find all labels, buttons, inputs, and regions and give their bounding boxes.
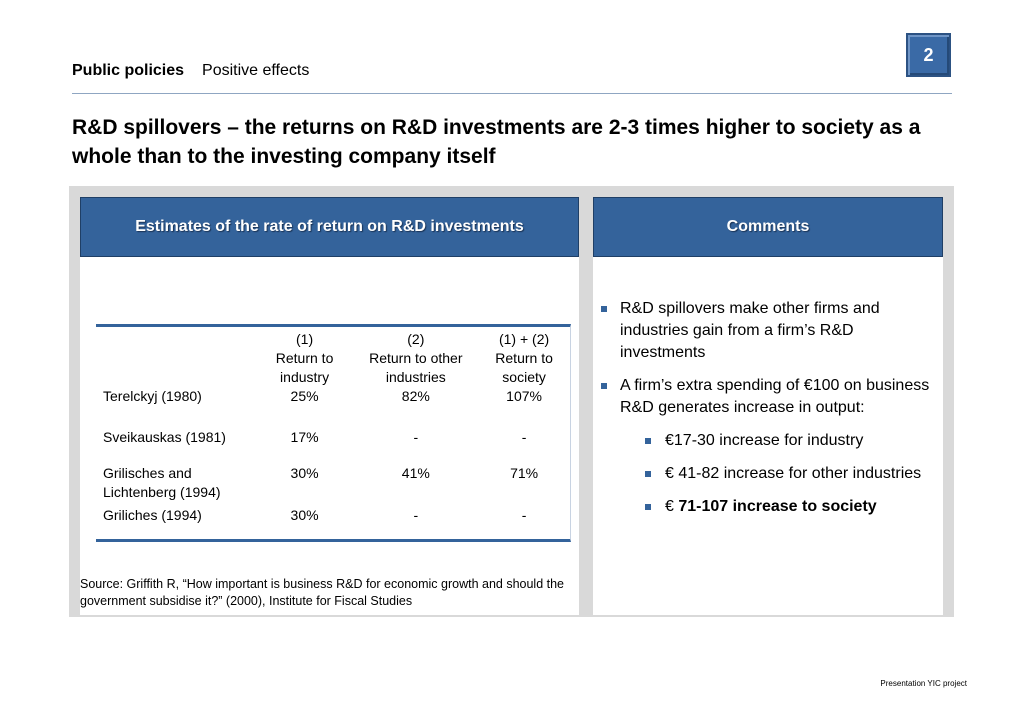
table-row: Terelckyj (1980) 25% 82% 107% [96,387,570,428]
row-return-industry: 30% [290,507,319,523]
row-return-other: 82% [401,388,430,404]
col-header-society: (1) + (2) Return to society [478,327,570,387]
estimates-panel: Estimates of the rate of return on R&D i… [80,197,579,615]
list-item: A firm’s extra spending of €100 on busin… [601,375,941,419]
col-header-line: society [502,369,546,385]
source-note: Source: Griffith R, “How important is bu… [80,577,565,608]
comments-list: R&D spillovers make other firms and indu… [601,298,941,529]
row-return-society: 71% [510,465,539,481]
row-return-industry: 25% [290,388,319,404]
table-row: Grilisches and Lichtenberg (1994) 30% 41… [96,464,570,506]
slide-title: R&D spillovers – the returns on R&D inve… [72,116,921,168]
sub-bullet-text: €17-30 increase for industry [665,432,864,449]
table-header-row: (1) Return to industry (2) Return to oth… [96,327,570,387]
estimates-panel-heading: Estimates of the rate of return on R&D i… [80,197,579,257]
col-header-line: Return to [495,350,553,366]
bullet-square-icon [601,383,607,389]
table-row: Griliches (1994) 30% - - [96,506,570,525]
col-header-line: industry [280,369,330,385]
row-return-industry: 30% [290,465,319,481]
row-study-name: Sveikauskas (1981) [103,429,226,445]
header-divider [72,93,952,94]
comments-panel-heading: Comments [593,197,943,257]
bullet-square-icon [601,306,607,312]
table-header-empty [96,327,256,387]
bullet-square-icon [645,438,651,444]
row-return-society: 107% [506,388,542,404]
row-return-other: - [413,507,419,523]
col-header-other-industries: (2) Return to other industries [353,327,478,387]
col-header-line: Return to [275,350,334,366]
bullet-text: R&D spillovers make other firms and indu… [620,300,880,361]
col-header-line: (2) [407,331,425,347]
col-header-industry: (1) Return to industry [256,327,354,387]
returns-table: (1) Return to industry (2) Return to oth… [96,324,571,542]
page-number-badge: 2 [906,33,951,77]
comments-panel: Comments R&D spillovers make other firms… [593,197,943,615]
row-return-society: - [521,507,527,523]
list-item: € 71-107 increase to society [645,496,941,518]
list-item: R&D spillovers make other firms and indu… [601,298,941,364]
sub-bullet-prefix: € [665,498,679,515]
row-study-name: Griliches (1994) [103,507,202,523]
bullet-text: A firm’s extra spending of €100 on busin… [620,377,930,416]
col-header-line: Return to other [369,350,463,366]
bullet-square-icon [645,504,651,510]
row-return-other: 41% [401,465,430,481]
row-study-name: Grilisches and Lichtenberg (1994) [103,465,221,500]
row-return-industry: 17% [290,429,319,445]
row-return-society: - [521,429,527,445]
list-item: € 41-82 increase for other industries [645,463,941,485]
section-title: Public policies [72,62,185,79]
header-breadcrumb: Public policies Positive effects [72,62,309,80]
subsection-title: Positive effects [202,62,310,79]
sub-bullet-highlight: 71-107 increase to society [678,498,877,515]
bullet-square-icon [645,471,651,477]
col-header-line: industries [385,369,446,385]
sub-bullet-text: € 41-82 increase for other industries [665,465,922,482]
footer-text: Presentation YIC project [880,679,967,688]
row-study-name: Terelckyj (1980) [103,388,202,404]
col-header-line: (1) [296,331,314,347]
table-row: Sveikauskas (1981) 17% - - [96,428,570,464]
row-return-other: - [413,429,419,445]
list-item: €17-30 increase for industry [645,430,941,452]
col-header-line: (1) + (2) [498,331,550,347]
